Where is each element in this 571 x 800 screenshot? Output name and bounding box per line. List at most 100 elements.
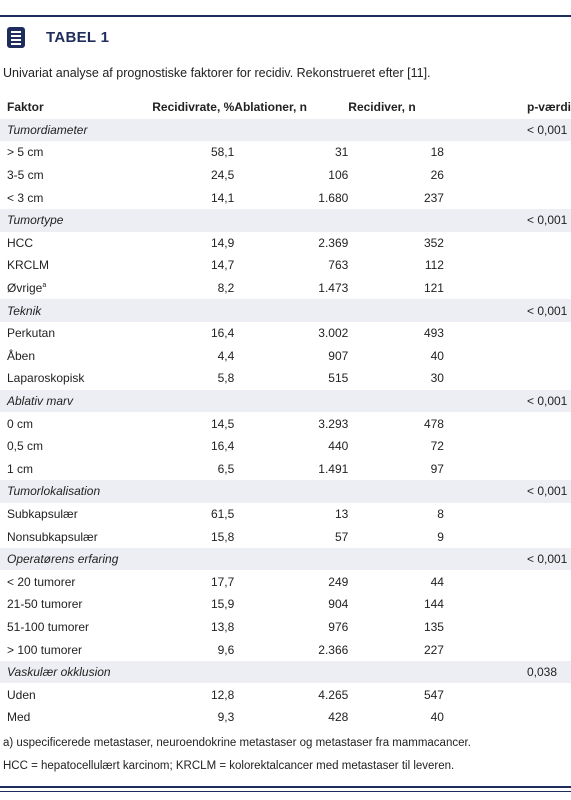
label-text: 0 cm — [7, 416, 34, 431]
p-value: < 0,001 — [526, 122, 568, 137]
label-text: Med — [7, 710, 31, 725]
label-text: Perkutan — [7, 326, 56, 341]
recidiver: 44 — [430, 574, 444, 589]
cell — [444, 706, 571, 729]
column-header: p-værdi — [526, 100, 571, 115]
recidivrate: 61,5 — [210, 506, 235, 521]
cell — [234, 661, 348, 684]
row-label: HCC — [0, 232, 152, 255]
row-label: 3-5 cm — [0, 164, 152, 187]
recidivrate: 15,9 — [210, 597, 235, 612]
cell — [444, 367, 571, 390]
data-row: HCC 14,9 2.369 352 — [0, 232, 571, 255]
ablationer: 515 — [328, 371, 349, 386]
group-title: Vaskulær okklusion — [7, 665, 111, 680]
cell — [152, 209, 234, 232]
p-value: < 0,001 — [526, 213, 568, 228]
recidiver: 144 — [423, 597, 444, 612]
row-label: > 100 tumorer — [0, 638, 152, 661]
data-row: KRCLM 14,7 763 112 — [0, 254, 571, 277]
label-text: < 3 cm — [7, 190, 44, 205]
data-row: > 100 tumorer 9,6 2.366 227 — [0, 638, 571, 661]
data-row: 0 cm 14,5 3.293 478 — [0, 412, 571, 435]
cell — [444, 277, 571, 300]
label-text: > 5 cm — [7, 145, 44, 160]
ablationer: 763 — [328, 258, 349, 273]
p-value: < 0,001 — [526, 303, 568, 318]
row-label: 1 cm — [0, 458, 152, 481]
data-row: > 5 cm 58,1 31 18 — [0, 141, 571, 164]
group-row: Tumorlokalisation < 0,001 — [0, 480, 571, 503]
table-caption: Univariat analyse af prognostiske faktor… — [3, 66, 431, 80]
row-label: Laparoskopisk — [0, 367, 152, 390]
ablationer: 106 — [328, 168, 349, 183]
recidivrate: 8,2 — [217, 281, 235, 296]
cell — [444, 570, 571, 593]
label-text: < 20 tumorer — [7, 574, 76, 589]
recidivrate: 24,5 — [210, 168, 235, 183]
bottom-rule — [0, 786, 571, 788]
cell — [234, 119, 348, 142]
cell — [234, 299, 348, 322]
row-label: Med — [0, 706, 152, 729]
recidiver: 30 — [430, 371, 444, 386]
cell — [444, 525, 571, 548]
data-row: 3-5 cm 24,5 106 26 — [0, 164, 571, 187]
cell — [152, 548, 234, 571]
data-row: < 3 cm 14,1 1.680 237 — [0, 186, 571, 209]
data-row: Øvrigea 8,2 1.473 121 — [0, 277, 571, 300]
footnote: HCC = hepatocellulært karcinom; KRCLM = … — [3, 760, 455, 772]
recidivrate: 12,8 — [210, 687, 235, 702]
ablationer: 976 — [328, 619, 349, 634]
cell — [444, 638, 571, 661]
data-row: 1 cm 6,5 1.491 97 — [0, 458, 571, 481]
data-table: Faktor Recidivrate, % Ablationer, n Recidiv… — [0, 96, 571, 729]
cell — [348, 209, 444, 232]
recidiver: 40 — [430, 348, 444, 363]
recidivrate: 14,5 — [210, 416, 235, 431]
recidivrate: 6,5 — [217, 461, 235, 476]
table-title: TABEL 1 — [46, 29, 110, 46]
label-text: Åben — [7, 348, 36, 363]
cell — [348, 661, 444, 684]
group-title: Tumordiameter — [7, 122, 88, 137]
footnote-marker: a — [42, 282, 47, 290]
recidiver: 40 — [430, 710, 444, 725]
ablationer: 1.680 — [318, 190, 349, 205]
cell — [152, 390, 234, 413]
label-text: 0,5 cm — [7, 439, 44, 454]
ablationer: 904 — [328, 597, 349, 612]
data-row: Åben 4,4 907 40 — [0, 345, 571, 368]
recidivrate: 14,1 — [210, 190, 235, 205]
cell — [444, 232, 571, 255]
data-row: Med 9,3 428 40 — [0, 706, 571, 729]
label-text: Laparoskopisk — [7, 371, 85, 386]
recidiver: 227 — [423, 642, 444, 657]
cell — [444, 458, 571, 481]
row-label: Åben — [0, 345, 152, 368]
cell — [444, 683, 571, 706]
group-title: Teknik — [7, 303, 42, 318]
recidiver: 9 — [437, 529, 444, 544]
ablationer: 1.491 — [318, 461, 349, 476]
cell — [348, 119, 444, 142]
label-text: 51-100 tumorer — [7, 619, 90, 634]
label-text: > 100 tumorer — [7, 642, 83, 657]
label-text: Subkapsulær — [7, 506, 78, 521]
table-icon — [7, 27, 25, 48]
group-row: Vaskulær okklusion 0,038 — [0, 660, 571, 684]
group-row: Tumortype < 0,001 — [0, 208, 571, 232]
cell — [152, 299, 234, 322]
recidivrate: 13,8 — [210, 619, 235, 634]
recidivrate: 58,1 — [210, 145, 235, 160]
cell — [444, 593, 571, 616]
cell — [444, 141, 571, 164]
label-text: KRCLM — [7, 258, 50, 273]
data-row: 21-50 tumorer 15,9 904 144 — [0, 593, 571, 616]
footnote: a) uspecificerede metastaser, neuroendok… — [3, 737, 471, 749]
row-label: Perkutan — [0, 322, 152, 345]
data-row: 0,5 cm 16,4 440 72 — [0, 435, 571, 458]
ablationer: 2.369 — [318, 235, 349, 250]
cell — [444, 412, 571, 435]
